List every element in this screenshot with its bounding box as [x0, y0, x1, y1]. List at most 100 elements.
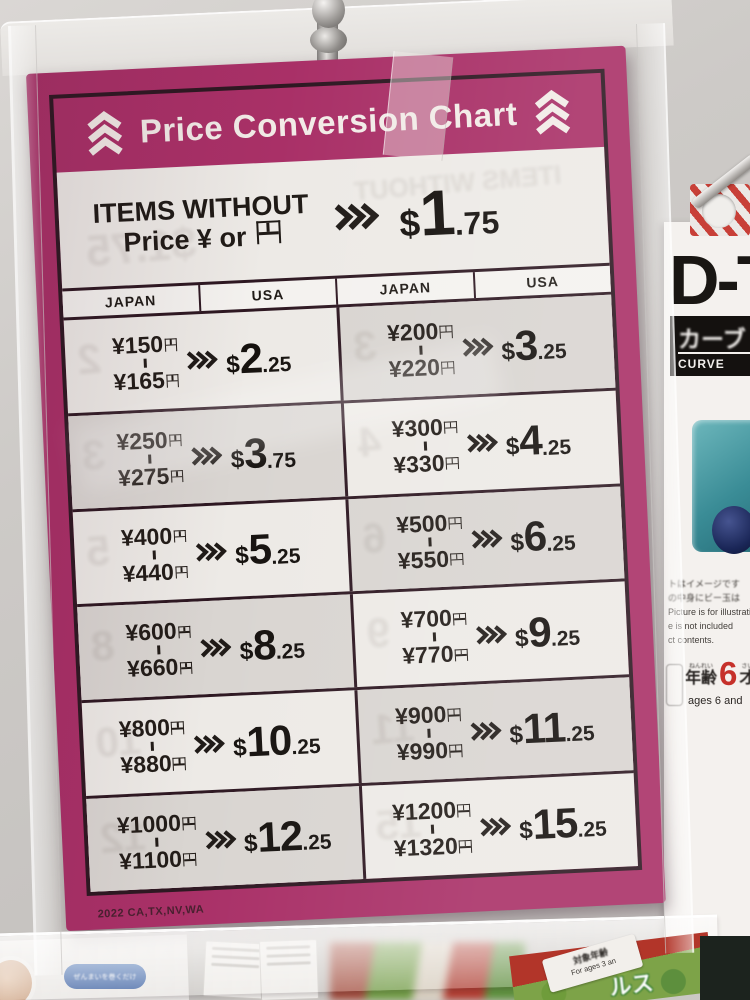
pegboard-hook-ball: [312, 0, 345, 28]
age-number: 6: [719, 655, 738, 692]
yen-kanji-glyph: [174, 565, 189, 579]
age-badge-row: ねんれい 年齢 6 さい 才: [685, 655, 750, 692]
fine-print-line: Picture is for illustrati: [668, 606, 750, 617]
triple-chevron-up-icon: [534, 89, 571, 135]
table-row: 2 ¥150 ¥165 $2.25 3 ¥: [64, 294, 616, 414]
yen-kanji-glyph: [179, 661, 193, 675]
triple-chevron-right-icon: [475, 625, 508, 645]
yen-kanji-glyph: [183, 853, 197, 867]
yen-kanji-glyph: [168, 433, 183, 448]
yen-range: ¥400 ¥440: [120, 522, 189, 587]
yen-range: ¥1200 ¥1320: [392, 797, 473, 862]
column-header: USA: [197, 278, 337, 312]
fine-print-line: トはイメージです: [668, 579, 740, 589]
yen-kanji-glyph: [441, 361, 455, 375]
yen-kanji-glyph: [448, 516, 462, 530]
conversion-cell: 6 ¥500 ¥550 $6.25: [344, 486, 625, 592]
table-row: 10 ¥800 ¥880 $10.25 11: [81, 674, 634, 797]
usd-price: $12.25: [243, 811, 333, 861]
yen-kanji-glyph: [452, 612, 467, 626]
range-dash: [157, 645, 161, 655]
age-english: ages 6 and: [688, 695, 743, 707]
usd-price: $5.25: [234, 525, 301, 574]
usd-price: $9.25: [514, 607, 581, 656]
triple-chevron-right-icon: [191, 446, 223, 466]
yen-kanji-glyph: [449, 744, 463, 758]
yen-kanji-glyph: [170, 469, 184, 484]
package-brand-text: D-T: [669, 241, 750, 319]
range-dash: [148, 454, 152, 464]
yen-kanji-glyph: [447, 708, 461, 722]
conversion-cell: 8 ¥600 ¥660 $8.25: [77, 594, 354, 701]
usd-price: $10.25: [232, 716, 322, 766]
yen-range: ¥200 ¥220: [387, 318, 455, 382]
yen-kanji-glyph: [173, 529, 187, 543]
pegboard-hook-ring: [310, 27, 347, 53]
conversion-cell: 9 ¥700 ¥770 $9.25: [349, 581, 629, 688]
range-dash: [150, 741, 155, 752]
triple-chevron-right-icon: [204, 829, 237, 850]
conversion-cell: 3 ¥250 ¥275 $3.75: [68, 403, 345, 509]
yen-range: ¥300 ¥330: [391, 414, 459, 478]
sign-inner-border: Price Conversion Chart ITEMS WITHOUT $1.…: [49, 68, 643, 897]
bleed-through-ghost: 8: [89, 621, 117, 671]
conversion-cell: 4 ¥300 ¥330 $4.25: [340, 390, 620, 497]
yen-kanji-glyph: [172, 757, 187, 771]
fine-print-line: ct contents.: [668, 634, 715, 645]
usd-price: $15.25: [518, 798, 608, 848]
yen-kanji-glyph: [171, 721, 185, 735]
ruby-text: ねんれい: [689, 664, 714, 671]
yen-kanji-glyph: [255, 219, 281, 245]
triple-chevron-right-icon: [466, 433, 499, 453]
no-price-row: ITEMS WITHOUT $1.75 ITEMS WITHOUT Price …: [57, 147, 610, 289]
range-dash: [155, 837, 159, 847]
tape-strip: [382, 51, 454, 161]
yen-range: ¥700 ¥770: [400, 605, 468, 669]
package-fine-print: トはイメージです の中身にビー玉は Picture is for illustr…: [668, 578, 750, 648]
range-dash: [426, 728, 431, 739]
yen-kanji-glyph: [445, 456, 459, 471]
bleed-through-ghost: 2: [75, 334, 103, 384]
sign-title-band: Price Conversion Chart: [53, 73, 604, 173]
usd-price: $3.75: [230, 429, 297, 478]
table-row: 5 ¥400 ¥440 $5.25 6 ¥: [72, 483, 625, 605]
range-dash: [418, 345, 423, 355]
triple-chevron-right-icon: [196, 542, 228, 562]
sign-title: Price Conversion Chart: [139, 94, 519, 150]
fine-print-line: の中身にビー玉は: [668, 592, 741, 603]
package-title-band: カーブ CURVE: [670, 316, 750, 376]
ruby-text: さい: [741, 664, 750, 671]
yen-kanji-glyph: [182, 817, 196, 831]
yen-range: ¥500 ¥550: [396, 509, 464, 574]
usd-price: $2.25: [225, 333, 292, 382]
package-band-divider: [678, 352, 750, 354]
conversion-cell: 3 ¥200 ¥220 $3.25: [335, 294, 616, 401]
shelf-shadow-corner: [700, 936, 750, 1000]
conversion-cell: 5 ¥400 ¥440 $5.25: [73, 499, 350, 605]
yen-range: ¥150 ¥165: [111, 331, 180, 395]
usd-price: $8.25: [239, 620, 306, 669]
yen-kanji-glyph: [454, 648, 468, 662]
age-kanji: 年齢: [685, 670, 718, 688]
yen-range: ¥1000 ¥1100: [116, 810, 197, 875]
usd-price: $11.25: [508, 703, 596, 753]
conversion-table: 2 ¥150 ¥165 $2.25 3 ¥: [64, 294, 638, 892]
range-dash: [152, 549, 157, 560]
conversion-cell: 11 ¥900 ¥990 $11.25: [353, 677, 634, 784]
yen-range: ¥250 ¥275: [116, 426, 184, 491]
navy-marble: [712, 506, 750, 554]
bleed-through-ghost: 5: [84, 525, 112, 575]
yen-range: ¥600 ¥660: [125, 618, 193, 682]
yen-kanji-glyph: [439, 325, 453, 339]
yen-kanji-glyph: [443, 420, 458, 435]
conversion-cell: 12 ¥1000 ¥1100 $12.25: [86, 786, 363, 892]
no-price-label: ITEMS WITHOUT Price ¥ or: [74, 188, 329, 261]
package-band-japanese: カーブ: [678, 326, 746, 352]
candy-brand-kana: ルス: [608, 970, 655, 1000]
triple-chevron-right-icon: [470, 721, 502, 741]
yen-range: ¥800 ¥880: [118, 714, 187, 779]
table-row: 8 ¥600 ¥660 $8.25 9 ¥: [77, 578, 629, 701]
sign-footnote: 2022 CA,TX,NV,WA: [97, 903, 205, 921]
triple-chevron-right-icon: [194, 734, 226, 754]
